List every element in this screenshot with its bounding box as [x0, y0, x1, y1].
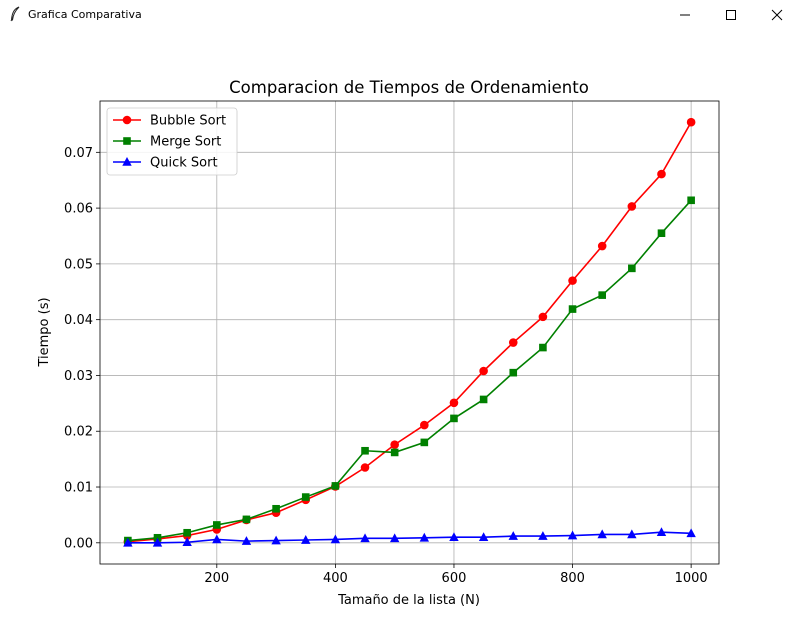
merge-sort-point [568, 305, 577, 313]
y-tick-label: 0.06 [64, 202, 93, 217]
legend-label: Quick Sort [150, 156, 218, 171]
legend-label: Bubble Sort [150, 114, 226, 129]
merge-sort-point [331, 482, 340, 490]
legend-marker [122, 115, 132, 125]
merge-sort-point [479, 395, 488, 404]
legend: Bubble Sort Merge Sort Quick Sort [106, 107, 238, 176]
merge-sort-point [390, 448, 399, 457]
window-titlebar: Grafica Comparativa [0, 0, 800, 30]
bubble-sort-point [390, 440, 399, 449]
merge-sort-point [598, 291, 606, 299]
quick-sort-point [686, 528, 696, 538]
y-axis-label: Tiempo (s) [37, 297, 52, 367]
maximize-button[interactable] [708, 0, 754, 30]
quick-sort-point [360, 533, 370, 543]
bubble-sort-point [538, 312, 548, 322]
legend-box [106, 107, 238, 176]
bubble-sort-line [127, 121, 692, 543]
plot-frame [99, 100, 720, 565]
x-axis-label: Tamaño de la lista (N) [337, 593, 480, 608]
maximize-icon [726, 10, 736, 20]
quick-sort-point [212, 534, 222, 544]
merge-sort-point [450, 414, 458, 423]
chart-title: Comparacion de Tiempos de Ordenamiento [229, 78, 589, 97]
bubble-sort-point [479, 366, 488, 376]
bubble-sort-point [568, 276, 577, 285]
x-tick-label: 400 [323, 571, 348, 586]
merge-sort-point [509, 368, 518, 377]
quick-sort-point [241, 536, 252, 545]
quick-sort-point [449, 532, 459, 542]
merge-sort-point [361, 446, 369, 455]
y-tick-label: 0.07 [64, 146, 93, 161]
quick-sort-point [419, 532, 430, 542]
x-tick-label: 600 [442, 571, 467, 586]
legend-marker [122, 157, 132, 166]
merge-sort-point [301, 493, 310, 501]
merge-sort-point [687, 196, 695, 205]
merge-sort-point [242, 515, 251, 524]
merge-sort-point [272, 504, 280, 513]
quick-sort-point [567, 530, 578, 540]
series-bubble-sort [123, 117, 696, 546]
minimize-icon [680, 14, 690, 16]
merge-sort-point [657, 229, 666, 238]
bubble-sort-point [657, 169, 666, 179]
bubble-sort-point [627, 202, 637, 211]
window-title: Grafica Comparativa [28, 8, 142, 21]
quick-sort-point [627, 529, 637, 539]
y-tick-label: 0.00 [64, 536, 93, 551]
x-tick-label: 800 [560, 571, 585, 586]
y-tick-label: 0.03 [64, 369, 93, 384]
quick-sort-point [123, 537, 133, 547]
quick-sort-line [127, 531, 692, 544]
merge-sort-point [153, 533, 162, 542]
series-merge-sort [124, 196, 695, 545]
quick-sort-point [182, 537, 192, 547]
bubble-sort-point [360, 463, 370, 472]
series-quick-sort [123, 527, 696, 547]
quick-sort-point [389, 533, 400, 543]
close-icon [771, 9, 783, 21]
merge-sort-point [420, 438, 429, 447]
quick-sort-point [508, 531, 518, 540]
legend-label: Merge Sort [150, 135, 221, 150]
quick-sort-point [152, 537, 163, 547]
y-tick-label: 0.04 [64, 313, 93, 328]
quick-sort-point [478, 532, 489, 542]
y-tick-label: 0.01 [64, 481, 93, 496]
feather-icon [10, 6, 20, 22]
minimize-button[interactable] [662, 0, 708, 30]
quick-sort-point [538, 531, 548, 540]
merge-sort-point [183, 528, 191, 537]
merge-sort-point [539, 343, 547, 352]
y-tick-label: 0.05 [64, 257, 93, 272]
bubble-sort-point [686, 117, 696, 127]
bubble-sort-point [597, 241, 607, 251]
bubble-sort-point [420, 420, 429, 430]
axis-ticks: 200 400 600 800 1000 0.00 0.01 0.02 0.03 0.04 0.05… [64, 146, 708, 586]
close-button[interactable] [754, 0, 800, 30]
quick-sort-point [271, 535, 281, 545]
merge-sort-line [127, 199, 692, 542]
quick-sort-point [597, 529, 607, 539]
merge-sort-point [213, 521, 221, 529]
y-tick-label: 0.02 [64, 425, 93, 440]
quick-sort-point [656, 527, 667, 537]
quick-sort-point [301, 535, 311, 544]
x-tick-label: 1000 [675, 571, 708, 586]
merge-sort-point [628, 264, 636, 273]
bubble-sort-point [508, 338, 518, 347]
quick-sort-point [330, 534, 341, 544]
legend-marker [123, 137, 131, 145]
x-tick-label: 200 [204, 571, 229, 586]
bubble-sort-point [449, 398, 459, 408]
